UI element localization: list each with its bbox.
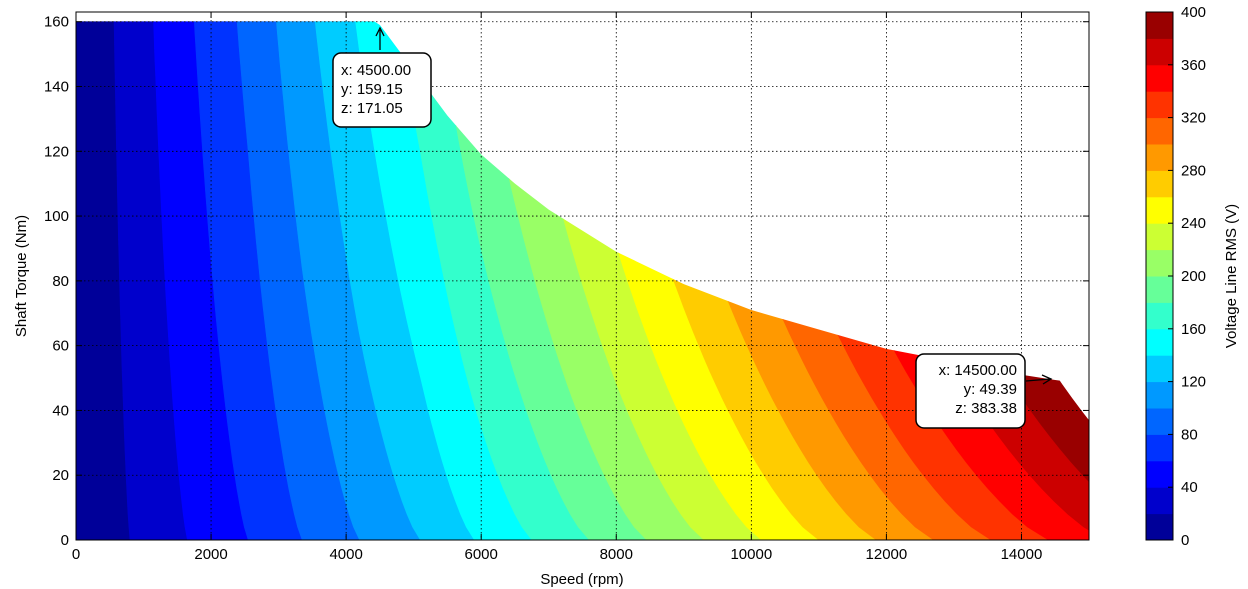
- colorbar-tick-label: 360: [1181, 57, 1206, 74]
- datatip-1-y: y: 159.15: [341, 81, 403, 98]
- colorbar-tick-label: 240: [1181, 215, 1206, 232]
- colorbar-segment: [1146, 117, 1173, 145]
- y-axis-label: Shaft Torque (Nm): [13, 215, 30, 337]
- colorbar-tick-label: 80: [1181, 426, 1198, 443]
- colorbar-segment: [1146, 12, 1173, 39]
- y-tick-label: 80: [52, 273, 69, 290]
- colorbar-tick-label: 320: [1181, 110, 1206, 127]
- y-tick-label: 40: [52, 402, 69, 419]
- x-tick-label: 6000: [465, 546, 498, 563]
- x-tick-label: 2000: [194, 546, 227, 563]
- y-tick-label: 120: [44, 143, 69, 160]
- datatip-2-box: [915, 353, 1026, 429]
- colorbar-tick-label: 120: [1181, 374, 1206, 391]
- datatip-2[interactable]: x: 14500.00 y: 49.39 z: 383.38: [915, 353, 1053, 429]
- colorbar-segment: [1146, 487, 1173, 515]
- colorbar-tick-label: 0: [1181, 532, 1189, 549]
- axis-ticks: 0 2000 4000 6000 8000 10000 12000 14000 0 20 40 60 8…: [44, 12, 1089, 563]
- colorbar-segment: [1146, 223, 1173, 251]
- x-axis-label: Speed (rpm): [540, 571, 623, 588]
- datatip-1-box: [332, 52, 432, 128]
- colorbar-segment: [1146, 64, 1173, 92]
- datatip-1[interactable]: x: 4500.00 y: 159.15 z: 171.05: [332, 26, 432, 128]
- colorbar-segment: [1146, 249, 1173, 277]
- datatip-2-arrowhead: [1041, 374, 1053, 385]
- colorbar-segment: [1146, 276, 1173, 303]
- colorbar-tick-label: 280: [1181, 162, 1206, 179]
- datatip-2-y: y: 49.39: [964, 381, 1017, 398]
- colorbar-segment: [1146, 302, 1173, 330]
- colorbar-segment: [1146, 328, 1173, 356]
- colorbar-segment: [1146, 408, 1173, 435]
- y-tick-label: 0: [61, 532, 69, 549]
- y-tick-label: 100: [44, 208, 69, 225]
- colorbar-tick-label: 40: [1181, 479, 1198, 496]
- plot-frame: [75, 11, 1090, 541]
- y-tick-label: 20: [52, 467, 69, 484]
- datatip-1-x: x: 4500.00: [341, 62, 411, 79]
- x-tick-label: 12000: [866, 546, 908, 563]
- x-tick-label: 0: [72, 546, 80, 563]
- colorbar-tick-label: 160: [1181, 321, 1206, 338]
- colorbar-segment: [1146, 196, 1173, 224]
- datatip-2-arrow: [1025, 378, 1051, 382]
- x-tick-label: 14000: [1001, 546, 1043, 563]
- colorbar-segment: [1146, 91, 1173, 119]
- datatip-2-x: x: 14500.00: [939, 362, 1017, 379]
- datatip-1-z: z: 171.05: [341, 100, 403, 117]
- x-tick-label: 4000: [329, 546, 362, 563]
- colorbar-segment: [1146, 434, 1173, 462]
- colorbar-segment: [1146, 144, 1173, 171]
- colorbar-segment: [1146, 355, 1173, 383]
- colorbar-segment: [1146, 513, 1173, 541]
- datatip-2-z: z: 383.38: [955, 400, 1017, 417]
- colorbar-segment: [1146, 170, 1173, 198]
- datatip-1-arrowhead: [375, 26, 385, 37]
- colorbar-segment: [1146, 460, 1173, 488]
- grid: [76, 12, 1089, 540]
- colorbar-label: Voltage Line RMS (V): [1223, 204, 1240, 348]
- y-tick-label: 60: [52, 338, 69, 355]
- x-tick-label: 8000: [600, 546, 633, 563]
- colorbar: 0 40 80 120 160 200 240 280 320 360 400: [1145, 4, 1206, 549]
- y-tick-label: 140: [44, 79, 69, 96]
- colorbar-segment: [1146, 38, 1173, 66]
- colorbar-segment: [1146, 381, 1173, 409]
- x-tick-label: 10000: [730, 546, 772, 563]
- colorbar-tick-label: 200: [1181, 268, 1206, 285]
- colorbar-tick-label: 400: [1181, 4, 1206, 21]
- y-tick-label: 160: [44, 14, 69, 31]
